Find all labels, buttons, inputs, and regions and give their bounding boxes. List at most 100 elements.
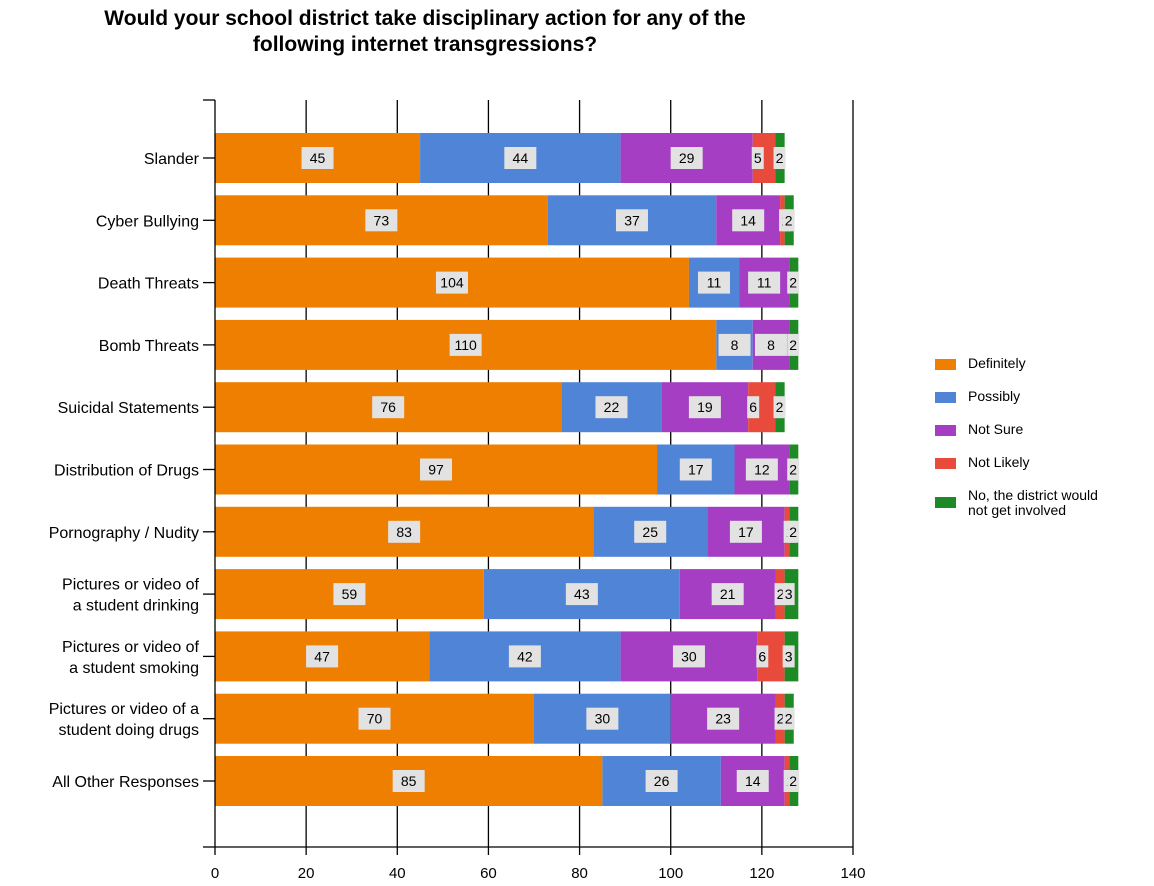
data-label-box: [747, 396, 760, 419]
legend-label: Possibly: [968, 388, 1021, 404]
data-label-box: [365, 209, 398, 232]
x-tick-label: 100: [658, 865, 683, 882]
legend-label: Not Likely: [968, 454, 1030, 470]
data-label: 17: [688, 462, 704, 478]
data-label: 23: [715, 711, 731, 727]
data-label-box: [435, 271, 468, 294]
data-label: 85: [401, 773, 417, 789]
legend-item: Definitely: [935, 356, 1150, 389]
data-label-box: [688, 396, 721, 419]
data-label-box: [565, 583, 598, 606]
data-label: 6: [749, 399, 757, 415]
data-label: 2: [789, 524, 797, 540]
data-label: 76: [380, 399, 396, 415]
data-label: 8: [731, 337, 739, 353]
data-label-box: [449, 333, 482, 356]
data-label: 47: [314, 648, 330, 664]
data-label: 2: [789, 462, 797, 478]
x-tick-label: 40: [389, 865, 406, 882]
data-label-box: [748, 271, 781, 294]
data-label-box: [670, 147, 703, 169]
data-label: 22: [604, 399, 620, 415]
data-label: 12: [754, 462, 770, 478]
data-label-box: [782, 583, 795, 606]
data-label: 83: [396, 524, 412, 540]
data-label: 97: [428, 462, 444, 478]
data-label: 2: [776, 150, 784, 166]
data-label: 2: [777, 586, 785, 602]
data-label: 2: [789, 275, 797, 291]
data-label: 104: [440, 275, 464, 291]
data-label: 3: [785, 648, 793, 664]
data-label-box: [358, 707, 391, 730]
legend-swatch: [935, 359, 956, 370]
data-label-box: [333, 583, 366, 606]
data-label: 59: [342, 586, 358, 602]
data-label-box: [754, 333, 787, 356]
legend-item: Not Likely: [935, 455, 1150, 488]
data-label-box: [504, 147, 537, 169]
axes: 0 20 40 60 80 100 120 140 Slander Cyber Bullying D…: [49, 99, 866, 882]
data-label: 44: [513, 150, 529, 166]
y-tick-label: All Other Responses: [52, 774, 199, 791]
data-label: 11: [707, 275, 722, 291]
data-label: 21: [720, 586, 736, 602]
data-label-box: [773, 147, 786, 169]
legend-label: Not Sure: [968, 421, 1024, 437]
x-tick-label: 20: [298, 865, 315, 882]
y-tick-label: Cyber Bullying: [96, 213, 199, 230]
data-label-box: [751, 147, 764, 169]
data-label: 14: [745, 773, 761, 789]
legend: Definitely Possibly Not Sure Not Likely No, …: [935, 356, 1150, 521]
data-label: 70: [367, 711, 383, 727]
y-tick-label: Pornography / Nudity: [49, 525, 199, 542]
y-tick-label: Pictures or video of a student drinking: [62, 577, 200, 615]
y-tick-label: Distribution of Drugs: [54, 463, 199, 480]
data-label-box: [634, 520, 667, 543]
legend-label: No, the district would not get involved: [968, 487, 1098, 518]
y-tick-label: Suicidal Statements: [58, 400, 199, 417]
data-label: 2: [789, 337, 797, 353]
data-label: 37: [624, 212, 640, 228]
data-label: 30: [681, 648, 697, 664]
data-label: 17: [738, 524, 754, 540]
chart-title: Would your school district take discipli…: [104, 7, 746, 56]
data-label-box: [301, 147, 334, 169]
data-label-box: [372, 396, 405, 419]
legend-item: Not Sure: [935, 422, 1150, 455]
data-label-box: [787, 770, 800, 792]
legend-label: Definitely: [968, 355, 1026, 371]
data-label: 2: [777, 711, 785, 727]
x-tick-label: 120: [749, 865, 774, 882]
data-label-box: [782, 645, 795, 668]
data-label: 42: [517, 648, 533, 664]
legend-swatch: [935, 497, 956, 508]
data-label: 45: [310, 150, 326, 166]
data-label: 2: [789, 773, 797, 789]
y-tick-label: Death Threats: [98, 276, 199, 293]
data-label: 29: [679, 150, 695, 166]
data-label-box: [711, 583, 744, 606]
x-tick-label: 80: [571, 865, 588, 882]
x-tick-label: 140: [840, 865, 865, 882]
bar-segment: [752, 133, 776, 183]
legend-swatch: [935, 458, 956, 469]
data-label: 11: [757, 275, 772, 291]
data-label-box: [586, 707, 619, 730]
data-label-box: [672, 645, 705, 668]
x-tick-label: 60: [480, 865, 497, 882]
data-label: 110: [454, 337, 477, 353]
data-label-box: [679, 458, 712, 481]
data-label: 73: [374, 212, 390, 228]
data-label: 14: [740, 212, 756, 228]
data-label-box: [306, 645, 339, 668]
data-label-box: [615, 209, 648, 232]
y-tick-label: Slander: [144, 151, 200, 168]
data-label-box: [787, 458, 800, 481]
y-tick-label: Bomb Threats: [99, 338, 199, 355]
data-label-box: [745, 458, 778, 481]
legend-swatch: [935, 425, 956, 436]
data-label-box: [508, 645, 541, 668]
bars: 4544295273371412104111121108827622196297…: [215, 133, 800, 806]
